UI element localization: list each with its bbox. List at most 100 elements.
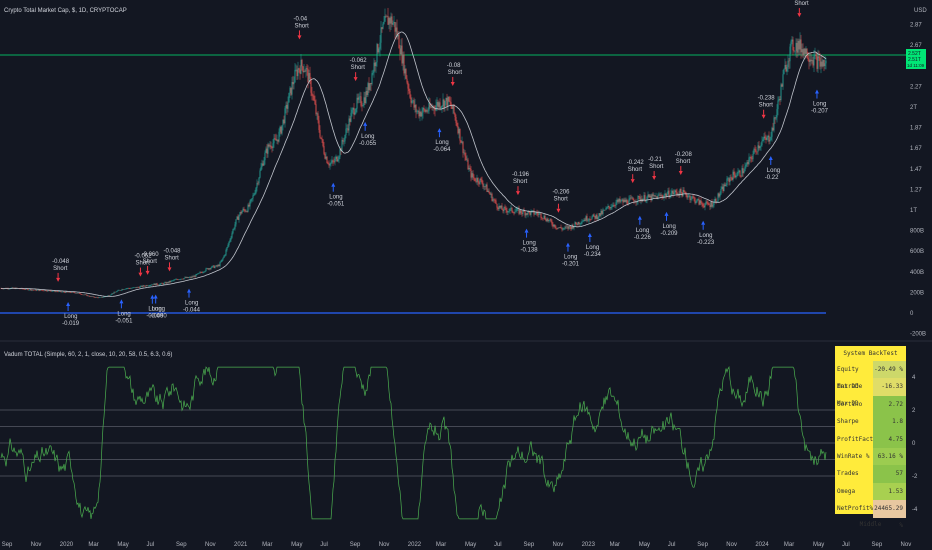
candle-body: [467, 159, 469, 170]
candle-body: [39, 289, 41, 291]
candle-body: [650, 195, 652, 201]
candle-body: [184, 277, 186, 279]
candle-body: [37, 289, 39, 291]
candle-body: [546, 218, 548, 222]
candle-body: [644, 195, 646, 202]
candle-body: [403, 54, 405, 74]
candle-body: [677, 193, 679, 195]
candle-body: [249, 201, 251, 207]
short-signal-label: Short: [135, 261, 150, 267]
candle-body: [729, 177, 731, 182]
candle-body: [207, 268, 209, 270]
candle-body: [162, 283, 164, 285]
candle-body: [254, 193, 256, 195]
candle-body: [182, 279, 184, 280]
candle-body: [589, 218, 591, 220]
candle-body: [410, 97, 412, 103]
candle-body: [653, 195, 655, 196]
short-signal-label: Short: [513, 179, 528, 185]
candle-body: [401, 45, 403, 64]
time-tick-label: May: [117, 542, 128, 548]
candle-body: [426, 110, 428, 112]
candle-body: [619, 198, 621, 202]
long-signal-value: -0.044: [183, 308, 201, 314]
candle-body: [110, 294, 112, 296]
candle-body: [119, 290, 121, 291]
oscillator-line: [0, 365, 827, 520]
price-tick-label: 1T: [910, 208, 917, 214]
candle-body: [693, 197, 695, 199]
candle-body: [588, 218, 590, 221]
long-signal-label: Long: [813, 102, 826, 108]
candle-body: [739, 170, 741, 177]
candle-body: [549, 219, 551, 221]
candle-body: [140, 285, 142, 287]
candle-body: [694, 198, 696, 203]
candle-body: [434, 108, 436, 111]
candle-body: [118, 290, 120, 291]
candle-body: [417, 110, 419, 112]
candle-body: [383, 21, 385, 24]
candle-body: [206, 268, 208, 269]
candle-body: [488, 190, 490, 193]
candle-body: [767, 135, 769, 138]
candle-body: [351, 109, 353, 113]
candle-body: [790, 41, 792, 47]
candle-body: [574, 222, 576, 227]
candle-body: [453, 104, 455, 114]
candle-body: [277, 139, 279, 142]
candle-body: [759, 146, 761, 149]
candle-body: [214, 266, 216, 268]
short-signal-value: -0.04: [293, 16, 307, 22]
candle-body: [378, 48, 380, 53]
backtest-row: Sortino 2.72: [835, 395, 906, 414]
candle-body: [407, 82, 409, 89]
candle-body: [652, 194, 654, 196]
candle-body: [439, 102, 441, 109]
short-signal-value: -0.21: [648, 157, 662, 163]
candle-body: [392, 23, 394, 25]
time-tick-label: Jul: [320, 542, 328, 548]
candle-body: [491, 193, 493, 201]
backtest-metric-value: -20.49 %: [873, 361, 906, 379]
candle-body: [754, 148, 756, 150]
candle-body: [723, 184, 725, 192]
candle-body: [321, 138, 323, 140]
candle-body: [33, 290, 35, 291]
candle-body: [753, 148, 755, 154]
candle-body: [554, 224, 556, 228]
candle-body: [525, 213, 527, 216]
candle-body: [762, 139, 764, 141]
price-tick-label: 600B: [910, 249, 924, 255]
candle-body: [505, 207, 507, 211]
candle-body: [160, 283, 162, 284]
candle-body: [778, 99, 780, 101]
candle-body: [490, 193, 492, 195]
candle-body: [145, 285, 147, 287]
long-signal-value: -0.138: [521, 248, 539, 254]
candle-body: [63, 291, 65, 293]
candle-body: [716, 201, 718, 203]
candle-body: [293, 82, 295, 85]
candle-body: [261, 163, 263, 167]
candle-body: [413, 100, 415, 108]
candle-body: [22, 288, 24, 290]
candle-body: [714, 198, 716, 202]
candle-body: [557, 227, 559, 229]
candle-body: [610, 207, 612, 209]
candle-body: [543, 215, 545, 219]
candle-body: [169, 281, 171, 283]
candle-body: [108, 295, 110, 296]
candle-body: [468, 167, 470, 170]
candle-body: [38, 289, 40, 291]
candle-body: [461, 141, 463, 143]
short-signal-value: -0.060: [142, 252, 160, 258]
trade-signals: -0.048ShortLong-0.019Long-0.051-0.052Sho…: [52, 0, 829, 327]
candle-body: [733, 171, 735, 175]
backtest-row: Omega 1.53: [835, 482, 906, 501]
candle-body: [189, 276, 191, 278]
candle-body: [284, 108, 286, 124]
candle-body: [382, 23, 384, 29]
candle-body: [519, 210, 521, 214]
candle-body: [764, 136, 766, 139]
